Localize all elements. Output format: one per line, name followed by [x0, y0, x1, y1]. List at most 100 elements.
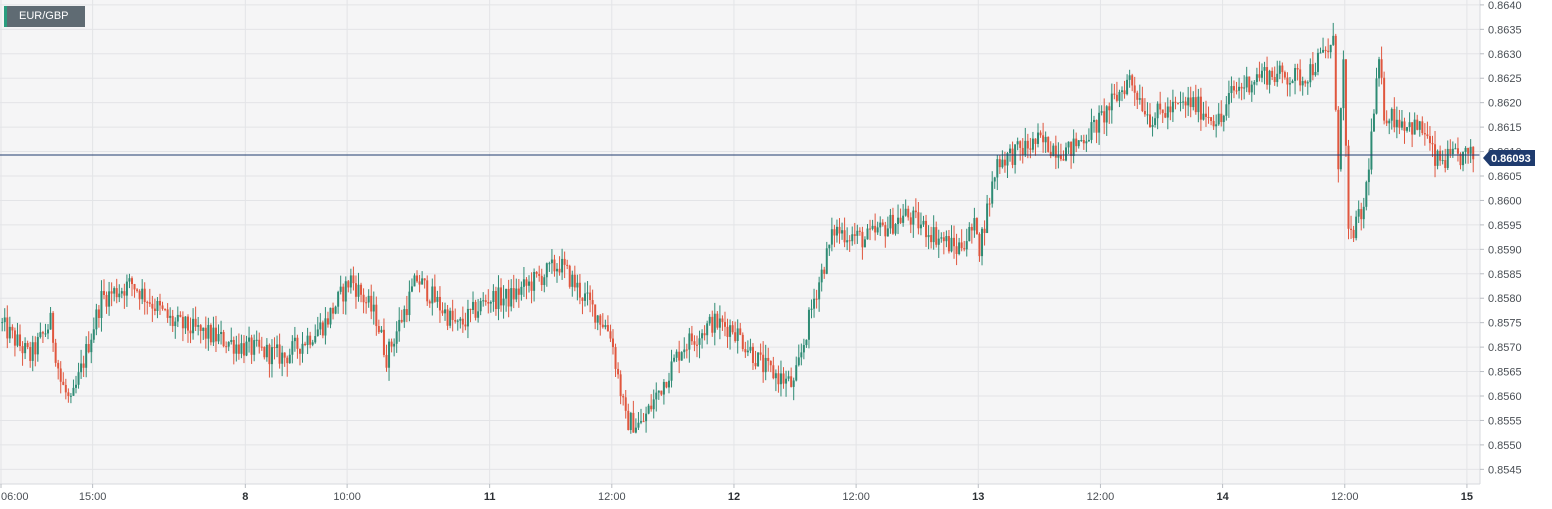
- candle-body: [512, 288, 515, 300]
- candle-body: [543, 277, 546, 286]
- candle-body: [963, 248, 966, 250]
- candle-body: [660, 390, 663, 395]
- candle-body: [16, 334, 19, 346]
- candle-body: [695, 344, 698, 346]
- candle-body: [1390, 109, 1393, 121]
- candle-body: [909, 217, 912, 225]
- candle-body: [337, 291, 340, 307]
- candle-body: [204, 327, 207, 339]
- candle-body: [194, 318, 197, 327]
- candle-body: [237, 344, 240, 354]
- candle-body: [586, 292, 589, 294]
- candle-body: [146, 301, 149, 303]
- candle-body: [884, 225, 887, 237]
- candle-body: [31, 342, 34, 361]
- candle-body: [1357, 209, 1360, 217]
- candle-body: [655, 392, 658, 400]
- candle-body: [858, 230, 861, 232]
- candle-body: [426, 280, 429, 302]
- candle-body: [449, 310, 452, 326]
- candle-body: [627, 410, 630, 430]
- candle-body: [82, 363, 85, 368]
- candle-body: [1215, 124, 1218, 127]
- x-tick-label: 12:00: [1087, 491, 1115, 503]
- candle-body: [960, 242, 963, 249]
- candle-body: [866, 228, 869, 240]
- candle-body: [515, 288, 518, 300]
- candle-body: [1121, 90, 1123, 92]
- candle-body: [232, 339, 235, 354]
- candle-body: [1375, 78, 1378, 114]
- candle-body: [1350, 228, 1353, 230]
- candle-body: [1070, 141, 1073, 157]
- y-tick-label: 0.8545: [1488, 464, 1522, 476]
- candle-body: [1220, 113, 1223, 123]
- candle-body: [326, 318, 329, 325]
- candle-body: [309, 335, 312, 345]
- candle-body: [393, 343, 396, 347]
- candle-body: [1077, 140, 1080, 147]
- x-tick-label: 15:00: [79, 491, 107, 503]
- candle-body: [1306, 82, 1309, 84]
- candle-body: [1352, 229, 1355, 239]
- candle-body: [1054, 145, 1057, 158]
- candle-body: [1115, 94, 1118, 101]
- y-tick-label: 0.8565: [1488, 367, 1522, 379]
- candle-body: [721, 318, 724, 322]
- candle-body: [1421, 121, 1424, 134]
- candle-body: [1301, 81, 1304, 86]
- candle-body: [833, 229, 836, 236]
- candle-body: [1093, 119, 1096, 123]
- candle-body: [856, 230, 859, 236]
- candle-body: [1057, 154, 1060, 158]
- candle-body: [1408, 122, 1411, 128]
- candle-body: [606, 325, 609, 332]
- candle-body: [176, 314, 179, 322]
- candle-body: [642, 421, 645, 423]
- candle-body: [1288, 83, 1291, 85]
- candle-body: [553, 259, 556, 272]
- candle-body: [423, 278, 426, 281]
- candle-body: [828, 244, 831, 249]
- candle-body: [1003, 159, 1006, 166]
- candle-body: [273, 347, 276, 349]
- candle-body: [874, 225, 877, 233]
- y-tick-label: 0.8555: [1488, 415, 1522, 427]
- candle-body: [1182, 101, 1185, 103]
- candle-body: [614, 347, 617, 369]
- candle-body: [950, 237, 953, 252]
- candle-body: [69, 395, 72, 397]
- candle-body: [1090, 122, 1093, 140]
- y-tick-label: 0.8600: [1488, 195, 1522, 207]
- candle-body: [296, 337, 299, 349]
- candle-body: [652, 399, 655, 410]
- candle-body: [1245, 76, 1248, 88]
- candle-body: [1344, 59, 1347, 146]
- candle-body: [904, 208, 907, 216]
- candle-body: [304, 343, 307, 345]
- candle-body: [209, 324, 212, 343]
- candle-body: [1296, 68, 1299, 70]
- symbol-badge[interactable]: EUR/GBP: [4, 6, 85, 27]
- candle-body: [258, 339, 261, 347]
- candle-body: [255, 339, 258, 341]
- x-tick-label: 15: [1461, 491, 1473, 503]
- candle-body: [118, 293, 121, 298]
- candle-body: [1413, 119, 1416, 135]
- candle-body: [57, 362, 60, 369]
- candle-body: [1362, 206, 1365, 220]
- candle-body: [489, 301, 492, 304]
- candle-body: [1451, 148, 1454, 155]
- candle-body: [535, 271, 538, 274]
- candle-body: [609, 331, 612, 339]
- candle-body: [1365, 182, 1368, 207]
- candle-body: [1367, 169, 1370, 183]
- candle-body: [26, 343, 29, 348]
- candle-body: [314, 335, 317, 343]
- candle-body: [372, 304, 375, 312]
- candle-body: [1258, 74, 1261, 78]
- candle-body: [545, 263, 548, 278]
- candle-body: [77, 372, 80, 385]
